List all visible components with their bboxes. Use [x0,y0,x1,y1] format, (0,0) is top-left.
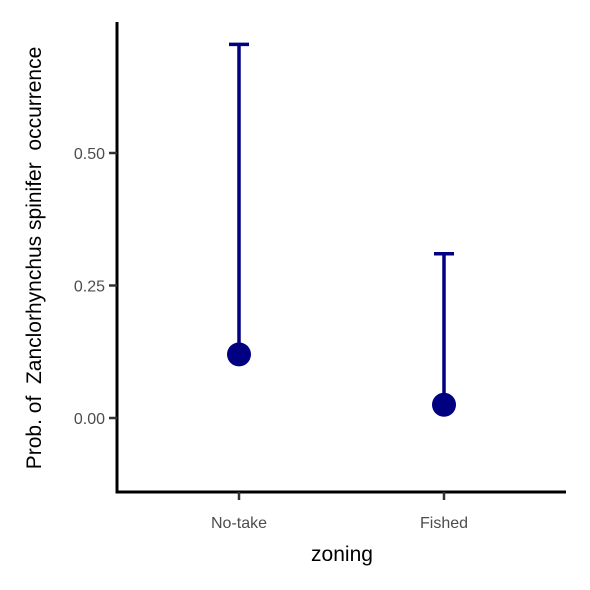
x-tick-label: Fished [420,515,468,532]
estimate-point [227,342,251,367]
estimate-point [432,392,456,417]
y-tick-label: 0.25 [74,279,105,296]
y-tick-label: 0.50 [74,146,105,163]
chart-marks [227,42,456,417]
y-axis-ticks: 0.00 0.25 0.50 [74,146,117,428]
y-axis-title: Prob. of Zanclorhynchus spinifer occurre… [23,47,46,470]
y-tick-label: 0.00 [74,411,105,428]
x-axis-title: zoning [311,543,373,566]
x-tick-label: No-take [211,515,267,532]
x-axis-ticks: No-take Fished [211,492,468,532]
